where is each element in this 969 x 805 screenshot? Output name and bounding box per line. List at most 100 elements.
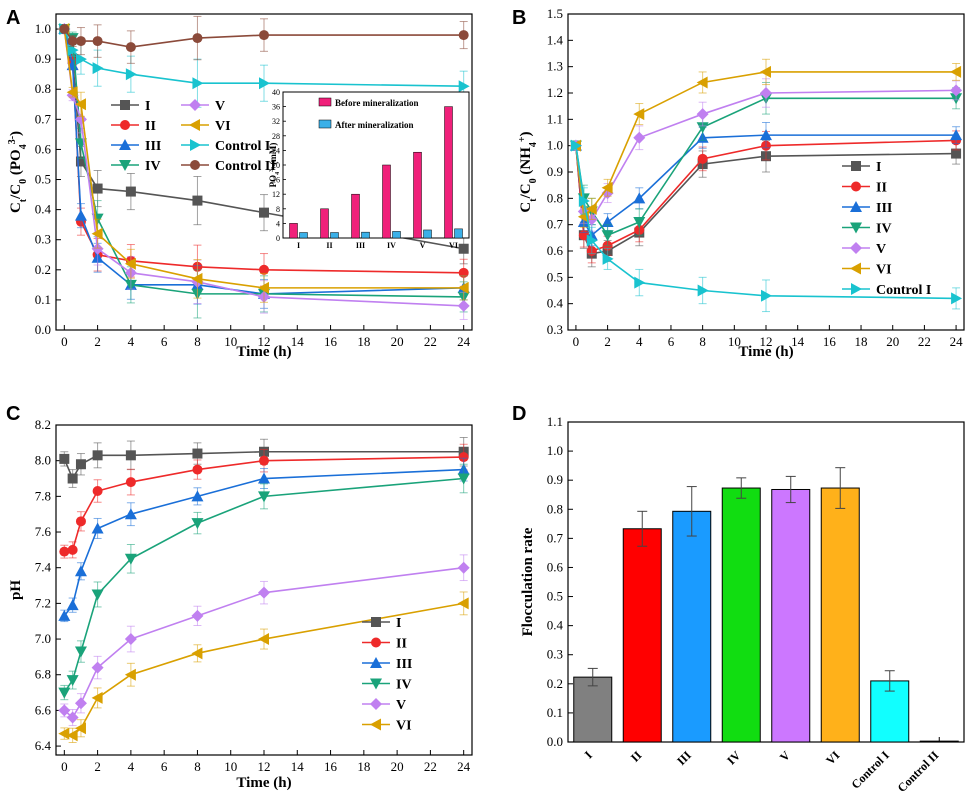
panel-d-ylabel: Flocculation rate — [520, 527, 536, 636]
inset-x-tick-label: VI — [449, 241, 458, 250]
legend-label: IV — [145, 159, 161, 174]
legend-marker — [850, 201, 862, 212]
legend-marker — [850, 262, 861, 275]
legend-marker — [120, 100, 130, 110]
data-point — [192, 464, 203, 475]
y-tick-label: 7.6 — [35, 524, 52, 539]
legend-marker — [851, 181, 861, 192]
x-tick-label: 12 — [258, 759, 271, 774]
data-point — [570, 139, 582, 152]
bar-iv — [721, 487, 761, 743]
y-tick-label: 6.8 — [35, 667, 51, 682]
x-tick-label: 18 — [855, 334, 868, 349]
panel-d-frame — [567, 421, 965, 743]
data-point — [74, 98, 86, 111]
data-point — [633, 108, 645, 121]
data-point — [760, 87, 772, 99]
data-point — [585, 202, 597, 215]
y-tick-label: 0.5 — [35, 172, 51, 187]
y-tick-label: 0.4 — [547, 296, 564, 311]
bar-control-ii — [919, 740, 959, 743]
data-point — [75, 459, 86, 470]
legend-marker — [370, 698, 382, 710]
data-point — [258, 281, 269, 294]
x-tick-label: 18 — [357, 759, 370, 774]
panel-letter-c: C — [6, 403, 20, 425]
data-point — [578, 194, 590, 207]
data-point — [458, 452, 469, 463]
inset-bar-after-mineralization — [423, 229, 432, 239]
x-tick-label: 22 — [918, 334, 931, 349]
x-tick-label: III — [674, 748, 694, 768]
inset-bar-before-mineralization — [444, 106, 453, 239]
y-tick-label: 0.0 — [35, 322, 51, 337]
panel-c-xlabel: Time (h) — [236, 775, 291, 791]
y-tick-label: 0.8 — [35, 81, 51, 96]
y-tick-label: 0.5 — [547, 269, 563, 284]
y-tick-label: 0.2 — [547, 676, 563, 691]
legend-label: III — [876, 201, 892, 216]
data-point — [66, 675, 79, 687]
legend-label: Control II — [215, 159, 276, 174]
data-point — [634, 276, 646, 289]
panel-letter-d: D — [512, 403, 526, 425]
legend-marker — [119, 160, 131, 171]
data-point — [259, 77, 270, 90]
legend-label: IV — [876, 222, 892, 237]
x-tick-label: 2 — [94, 759, 101, 774]
data-point — [191, 518, 204, 530]
inset-legend-swatch — [318, 97, 332, 107]
legend-marker — [851, 161, 861, 171]
inset-bar-after-mineralization — [299, 232, 308, 239]
x-tick-label: 6 — [161, 334, 168, 349]
inset-y-tick-label: 4 — [276, 219, 280, 228]
data-point — [74, 697, 87, 710]
data-point — [258, 586, 270, 599]
x-tick-label: 16 — [324, 759, 338, 774]
data-point — [58, 727, 70, 740]
data-point — [75, 53, 87, 66]
data-point — [59, 24, 70, 35]
series-vi — [58, 591, 469, 744]
x-tick-label: 2 — [604, 334, 611, 349]
data-point — [192, 33, 203, 44]
data-point — [91, 227, 103, 240]
panel-a-series — [58, 15, 470, 320]
data-point — [191, 647, 203, 660]
data-point — [91, 589, 104, 601]
y-tick-label: 1.1 — [547, 414, 563, 429]
data-point — [124, 553, 137, 565]
data-point — [458, 267, 469, 278]
y-tick-label: 1.1 — [547, 111, 563, 126]
data-point — [458, 80, 470, 93]
data-point — [457, 597, 469, 610]
inset-y-tick-label: 40 — [272, 88, 280, 97]
data-point — [697, 153, 708, 164]
y-tick-label: 0.7 — [547, 530, 564, 545]
data-point — [124, 668, 136, 681]
legend-marker — [119, 139, 131, 150]
data-point — [697, 284, 709, 297]
series-control-i — [59, 23, 470, 108]
x-tick-label: Control II — [895, 748, 942, 795]
x-tick-label: 14 — [291, 334, 305, 349]
inset-x-tick-label: III — [356, 241, 365, 250]
panel-b-series — [569, 58, 963, 313]
data-point — [760, 129, 772, 141]
legend-marker — [850, 242, 862, 254]
y-tick-label: 6.4 — [35, 738, 52, 753]
inset-y-tick-label: 36 — [272, 103, 280, 112]
x-tick-label: 14 — [291, 759, 305, 774]
panel-a-axes: 0 2 4 6 8 10 12 14 16 18 20 22 240.00.10.20.30.40.50… — [35, 21, 471, 349]
data-point — [191, 490, 204, 502]
x-tick-label: 14 — [791, 334, 805, 349]
data-point — [67, 473, 78, 484]
data-point — [125, 42, 136, 53]
inset-bar-before-mineralization — [320, 208, 329, 239]
y-tick-label: 0.8 — [547, 501, 563, 516]
panel-b-chart: 0 2 4 6 8 10 12 14 16 18 20 22 240.30.40.50.60.70.80… — [517, 6, 965, 360]
inset-x-tick-label: I — [297, 241, 300, 250]
series-vi — [569, 58, 962, 228]
x-tick-label: 18 — [357, 334, 370, 349]
